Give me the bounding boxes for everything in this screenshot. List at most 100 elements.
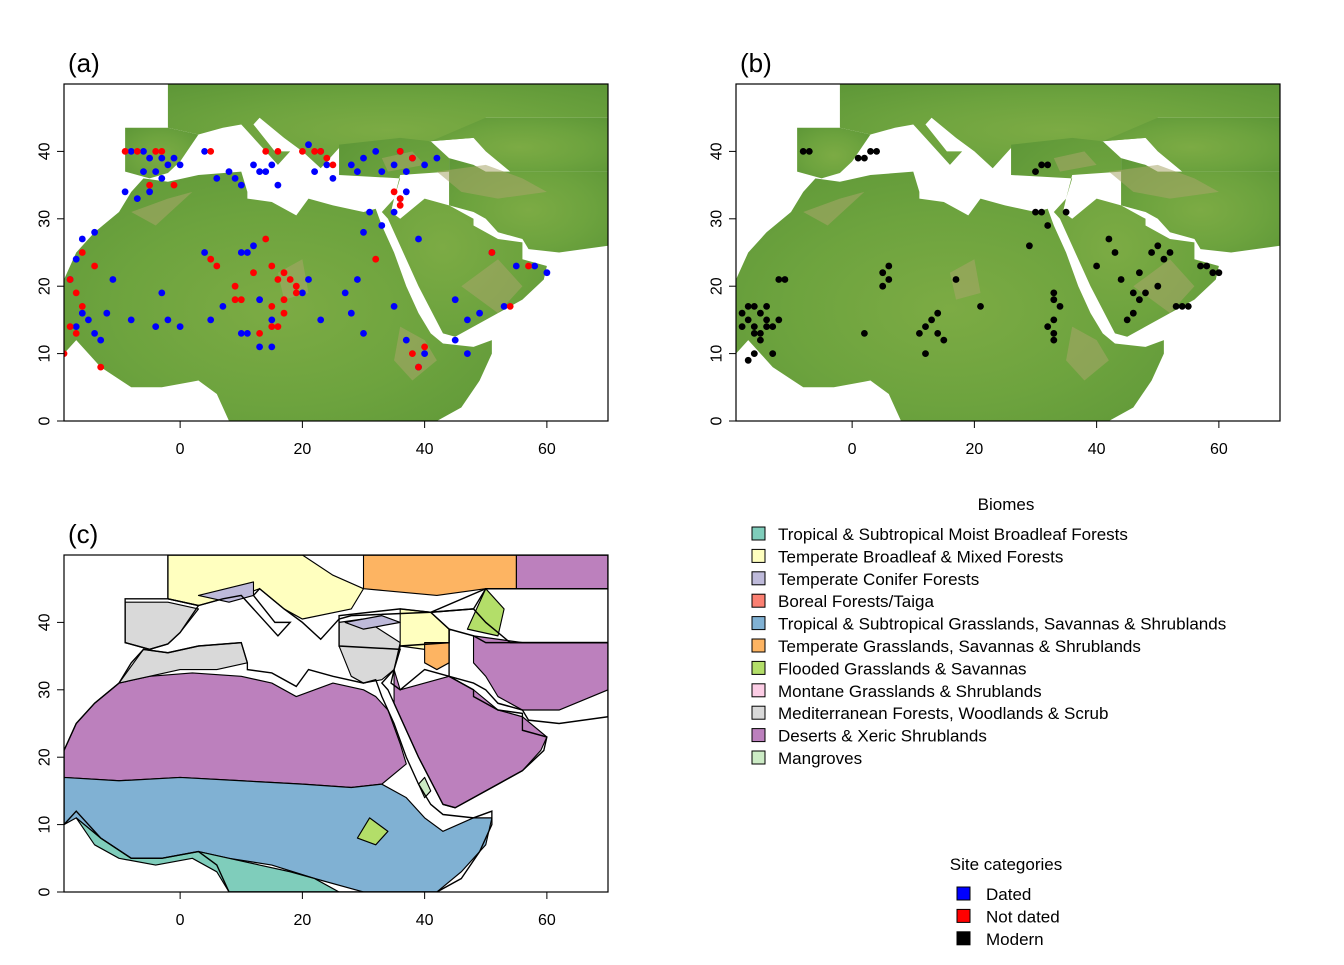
dated-site-point bbox=[512, 262, 520, 270]
not-dated-site-point bbox=[409, 350, 416, 357]
dated-site-point bbox=[268, 161, 276, 169]
not-dated-site-point bbox=[280, 309, 288, 317]
dated-site-point bbox=[201, 148, 209, 155]
modern-site-point bbox=[757, 309, 764, 317]
modern-site-point bbox=[805, 148, 813, 155]
not-dated-site-point bbox=[396, 148, 404, 155]
not-dated-site-point bbox=[146, 181, 154, 189]
modern-site-point bbox=[928, 316, 935, 324]
site-legend-title: Site categories bbox=[950, 855, 1062, 874]
biome-regions bbox=[64, 555, 608, 892]
x-tick-label: 0 bbox=[176, 441, 185, 458]
biome-legend-swatch bbox=[751, 683, 766, 698]
dated-site-point bbox=[421, 350, 428, 357]
not-dated-site-point bbox=[390, 188, 398, 196]
modern-site-point bbox=[1172, 303, 1180, 310]
not-dated-site-point bbox=[286, 276, 294, 283]
modern-site-point bbox=[922, 350, 929, 357]
dated-site-point bbox=[127, 148, 135, 155]
biome-legend-label: Temperate Grasslands, Savannas & Shrubla… bbox=[778, 637, 1141, 656]
land-shape bbox=[64, 84, 608, 421]
dated-site-point bbox=[305, 276, 312, 283]
highland-shading bbox=[803, 191, 865, 226]
modern-site-point bbox=[1160, 255, 1168, 263]
modern-site-point bbox=[763, 323, 770, 330]
dated-site-point bbox=[170, 154, 178, 162]
not-dated-site-point bbox=[409, 154, 416, 162]
dated-site-point bbox=[207, 316, 215, 324]
panel-b-sites bbox=[738, 148, 1223, 364]
y-tick-label: 30 bbox=[709, 210, 726, 228]
not-dated-site-point bbox=[78, 303, 86, 310]
highland-shading bbox=[461, 259, 523, 314]
modern-site-point bbox=[940, 336, 948, 344]
highland-shading bbox=[1053, 151, 1097, 172]
dated-site-point bbox=[305, 141, 312, 149]
modern-site-point bbox=[1166, 249, 1174, 256]
site-legend-swatch bbox=[956, 908, 971, 923]
modern-site-point bbox=[1148, 249, 1155, 256]
modern-site-point bbox=[1056, 303, 1064, 310]
modern-site-point bbox=[1154, 282, 1162, 290]
not-dated-site-point bbox=[91, 262, 98, 270]
dated-site-point bbox=[256, 168, 263, 176]
biome-legend-swatch bbox=[751, 638, 766, 653]
modern-site-point bbox=[861, 154, 868, 162]
not-dated-site-point bbox=[280, 269, 288, 277]
not-dated-site-point bbox=[274, 148, 282, 155]
dated-site-point bbox=[78, 235, 86, 243]
panel-a-sites bbox=[64, 141, 551, 371]
modern-site-point bbox=[1105, 235, 1113, 243]
dated-site-point bbox=[500, 303, 508, 310]
biome-legend-label: Temperate Conifer Forests bbox=[778, 570, 979, 589]
biome-legend-swatch bbox=[751, 548, 766, 563]
y-tick-label: 40 bbox=[37, 142, 54, 160]
x-tick-label: 0 bbox=[848, 441, 857, 458]
biome-legend-swatch bbox=[751, 728, 766, 743]
not-dated-site-point bbox=[396, 201, 404, 209]
not-dated-site-point bbox=[121, 148, 129, 155]
modern-site-point bbox=[1050, 330, 1058, 337]
dated-site-point bbox=[354, 168, 361, 176]
biome-region bbox=[424, 642, 450, 671]
dated-site-point bbox=[140, 168, 147, 176]
y-tick-label: 40 bbox=[37, 613, 54, 631]
land-mass bbox=[736, 84, 1280, 421]
not-dated-site-point bbox=[237, 296, 245, 304]
modern-site-point bbox=[867, 148, 874, 155]
modern-site-point bbox=[885, 262, 893, 270]
dated-site-point bbox=[244, 249, 251, 256]
not-dated-site-point bbox=[97, 363, 105, 371]
y-tick-label: 0 bbox=[37, 887, 54, 896]
dated-site-point bbox=[250, 161, 257, 169]
modern-site-point bbox=[769, 323, 777, 330]
biome-region bbox=[417, 776, 432, 799]
panel-b-terrain bbox=[736, 84, 1280, 421]
dated-site-point bbox=[378, 222, 386, 229]
biome-legend-swatch bbox=[751, 571, 766, 586]
not-dated-site-point bbox=[262, 148, 270, 155]
y-tick-label: 30 bbox=[37, 210, 54, 228]
modern-site-point bbox=[775, 316, 783, 324]
modern-site-point bbox=[757, 330, 764, 337]
dated-site-point bbox=[531, 262, 539, 270]
modern-site-point bbox=[952, 276, 960, 283]
x-tick-label: 20 bbox=[293, 912, 311, 929]
modern-site-point bbox=[769, 350, 777, 357]
modern-site-point bbox=[1215, 269, 1223, 277]
not-dated-site-point bbox=[292, 282, 300, 290]
dated-site-point bbox=[256, 296, 263, 304]
not-dated-site-point bbox=[152, 148, 160, 155]
panel-a-frame bbox=[63, 83, 609, 422]
not-dated-site-point bbox=[231, 282, 239, 290]
not-dated-site-point bbox=[213, 262, 221, 270]
y-tick-label: 20 bbox=[37, 748, 54, 766]
not-dated-site-point bbox=[158, 148, 166, 155]
dated-site-point bbox=[91, 228, 98, 236]
biome-region bbox=[344, 615, 401, 630]
dated-site-point bbox=[402, 336, 410, 344]
modern-site-point bbox=[1178, 303, 1186, 310]
modern-site-point bbox=[757, 336, 764, 344]
not-dated-site-point bbox=[66, 276, 74, 283]
dated-site-point bbox=[347, 309, 355, 317]
